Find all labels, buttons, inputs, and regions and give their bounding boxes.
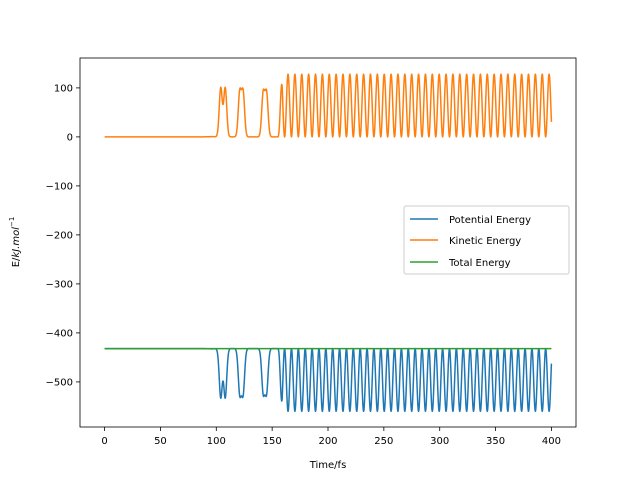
x-tick-label: 400 bbox=[542, 436, 561, 447]
legend-box bbox=[403, 205, 570, 275]
legend-label-potential: Potential Energy bbox=[449, 215, 531, 226]
x-axis-ticks: 0 50 100 150 200 250 300 350 400 bbox=[101, 427, 561, 447]
y-tick-label: −200 bbox=[46, 230, 73, 241]
x-tick-label: 250 bbox=[374, 436, 393, 447]
legend: Potential Energy Kinetic Energy Total En… bbox=[403, 205, 570, 275]
legend-label-kinetic: Kinetic Energy bbox=[449, 236, 521, 247]
x-tick-label: 50 bbox=[154, 436, 167, 447]
y-axis-label-exponent: −1 bbox=[8, 217, 16, 227]
y-axis-ticks: 100 0 −100 −200 −300 −400 −500 bbox=[46, 83, 80, 388]
plot-lines bbox=[104, 73, 553, 413]
y-tick-label: 100 bbox=[54, 83, 73, 94]
y-axis-label-unit: kJ.mol bbox=[11, 227, 22, 258]
y-tick-label: −300 bbox=[46, 279, 73, 290]
x-axis-label: Time/fs bbox=[309, 460, 347, 471]
kinetic-energy-line bbox=[104, 73, 553, 138]
x-tick-label: 350 bbox=[486, 436, 505, 447]
y-tick-label: 0 bbox=[67, 132, 73, 143]
y-axis-label: E/kJ.mol−1 bbox=[8, 217, 22, 268]
y-axis-label-base: E/ bbox=[11, 257, 22, 267]
y-tick-label: −100 bbox=[46, 181, 73, 192]
x-tick-label: 100 bbox=[207, 436, 226, 447]
y-tick-label: −400 bbox=[46, 328, 73, 339]
x-tick-label: 300 bbox=[430, 436, 449, 447]
x-tick-label: 150 bbox=[263, 436, 282, 447]
legend-label-total: Total Energy bbox=[448, 258, 511, 269]
x-tick-label: 200 bbox=[318, 436, 337, 447]
x-tick-label: 0 bbox=[101, 436, 107, 447]
y-tick-label: −500 bbox=[46, 377, 73, 388]
